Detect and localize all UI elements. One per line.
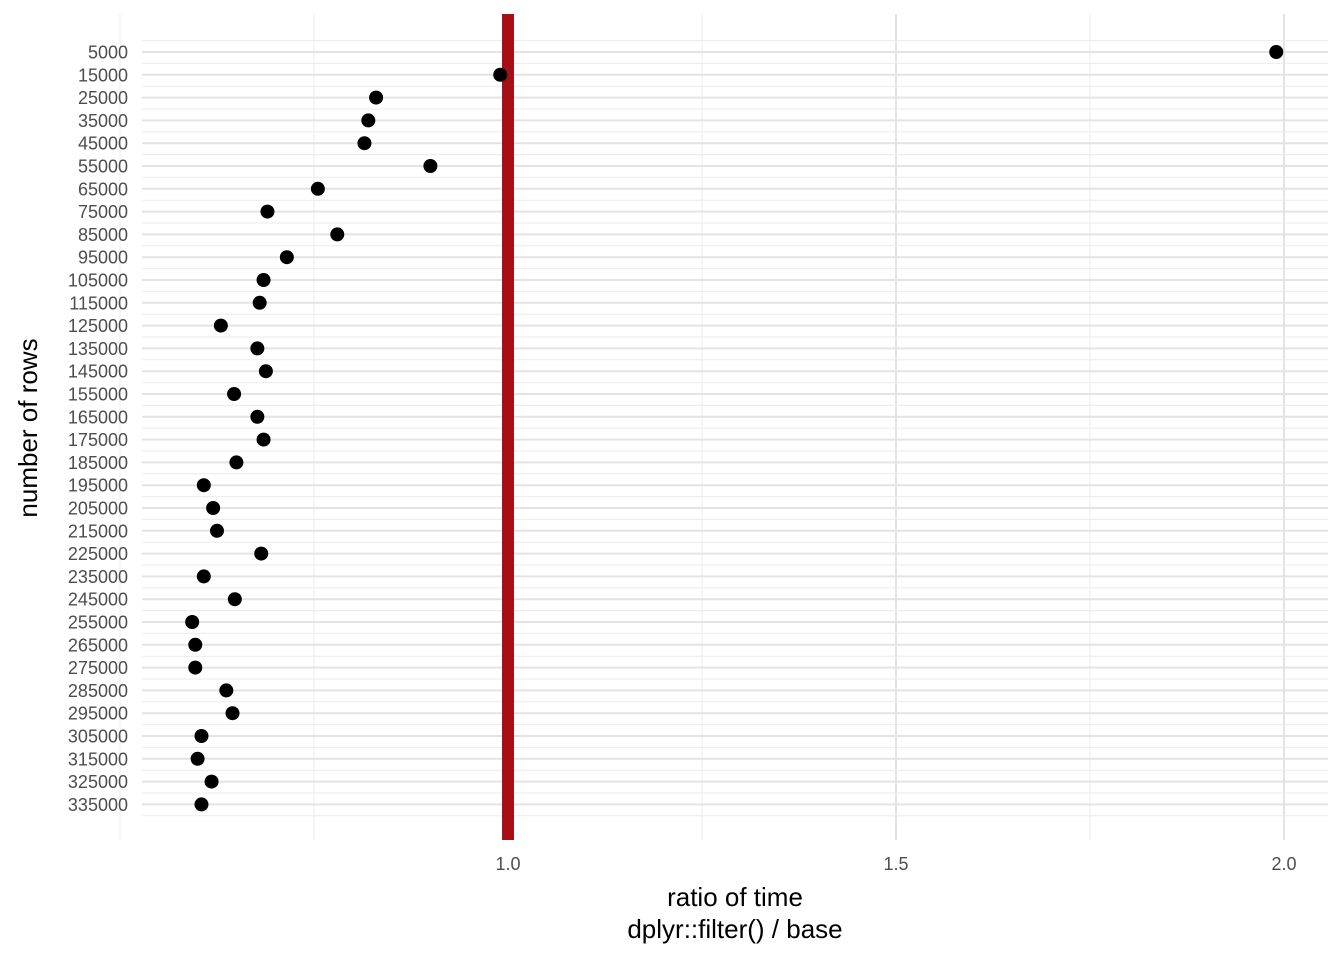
y-tick-label: 285000 bbox=[68, 681, 128, 701]
grid-minor-x bbox=[119, 14, 1091, 840]
data-point bbox=[188, 637, 203, 652]
data-point bbox=[250, 341, 265, 356]
data-point bbox=[196, 478, 211, 493]
y-tick-label: 145000 bbox=[68, 362, 128, 382]
data-point bbox=[493, 67, 508, 82]
y-tick-label: 215000 bbox=[68, 521, 128, 541]
grid-major-x bbox=[507, 14, 1285, 840]
y-axis-title: number of rows bbox=[13, 338, 43, 517]
y-tick-label: 245000 bbox=[68, 590, 128, 610]
y-tick-label: 275000 bbox=[68, 658, 128, 678]
data-point bbox=[185, 615, 200, 629]
y-tick-label: 155000 bbox=[68, 385, 128, 405]
y-tick-label: 105000 bbox=[68, 271, 128, 291]
data-point bbox=[219, 683, 234, 698]
grid-y bbox=[142, 40, 1328, 817]
y-tick-label: 35000 bbox=[78, 111, 128, 131]
y-tick-label: 15000 bbox=[78, 65, 128, 85]
data-point bbox=[210, 523, 224, 538]
y-tick-label: 335000 bbox=[68, 795, 128, 815]
y-tick-label: 325000 bbox=[68, 772, 128, 792]
y-tick-label: 235000 bbox=[68, 567, 128, 587]
data-point bbox=[194, 797, 209, 812]
y-tick-label: 45000 bbox=[78, 134, 128, 154]
x-tick-labels: 1.0 1.5 2.0 bbox=[495, 854, 1296, 874]
data-point bbox=[250, 409, 265, 424]
y-tick-label: 55000 bbox=[78, 157, 128, 177]
y-tick-label: 225000 bbox=[68, 544, 128, 564]
y-tick-label: 75000 bbox=[78, 202, 128, 222]
y-tick-label: 185000 bbox=[68, 453, 128, 473]
data-point bbox=[194, 729, 209, 743]
x-tick-label: 2.0 bbox=[1271, 854, 1296, 874]
reference-line-bar bbox=[502, 14, 514, 840]
data-point bbox=[213, 318, 228, 333]
y-tick-label: 5000 bbox=[88, 43, 128, 63]
data-point bbox=[310, 181, 325, 196]
x-axis-title: ratio of time dplyr::filter() / base bbox=[627, 882, 842, 944]
y-tick-label: 295000 bbox=[68, 704, 128, 724]
data-point bbox=[252, 295, 267, 310]
data-point bbox=[258, 364, 273, 379]
reference-line bbox=[502, 14, 514, 840]
y-tick-label: 255000 bbox=[68, 613, 128, 633]
data-point bbox=[254, 546, 269, 561]
y-tick-label: 205000 bbox=[68, 499, 128, 519]
data-point bbox=[1269, 45, 1284, 59]
data-point bbox=[260, 204, 275, 219]
y-tick-label: 175000 bbox=[68, 430, 128, 450]
x-tick-label: 1.5 bbox=[883, 854, 908, 874]
y-tick-label: 315000 bbox=[68, 749, 128, 769]
data-point bbox=[225, 706, 240, 721]
y-tick-label: 165000 bbox=[68, 407, 128, 427]
x-tick-label: 1.0 bbox=[495, 854, 520, 874]
y-tick-label: 305000 bbox=[68, 727, 128, 747]
y-tick-label: 195000 bbox=[68, 476, 128, 496]
data-point bbox=[204, 774, 219, 789]
y-tick-label: 265000 bbox=[68, 635, 128, 655]
data-point bbox=[361, 113, 376, 128]
y-tick-label: 115000 bbox=[69, 293, 128, 313]
y-tick-label: 65000 bbox=[78, 179, 128, 199]
data-point bbox=[330, 227, 345, 242]
data-point bbox=[256, 273, 271, 287]
y-tick-label: 85000 bbox=[78, 225, 128, 245]
data-point bbox=[188, 660, 203, 675]
y-tick-label: 25000 bbox=[78, 88, 128, 108]
data-point bbox=[190, 751, 205, 766]
data-point bbox=[206, 501, 221, 515]
data-point bbox=[279, 250, 294, 265]
data-point bbox=[229, 455, 244, 470]
data-point bbox=[196, 569, 211, 584]
data-point bbox=[227, 592, 242, 607]
data-point bbox=[369, 90, 384, 105]
data-point bbox=[227, 387, 242, 401]
data-point bbox=[256, 432, 271, 447]
data-point bbox=[423, 159, 438, 173]
y-tick-label: 135000 bbox=[68, 339, 128, 359]
y-tick-label: 125000 bbox=[68, 316, 128, 336]
data-point bbox=[357, 136, 372, 151]
data-points bbox=[185, 45, 1284, 812]
y-tick-label: 95000 bbox=[78, 248, 128, 268]
